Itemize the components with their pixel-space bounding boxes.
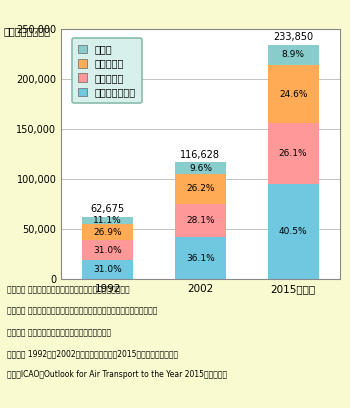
Text: 24.6%: 24.6%	[279, 90, 307, 99]
Text: 26.1%: 26.1%	[279, 149, 307, 158]
Bar	[82, 224, 133, 240]
Bar	[268, 65, 318, 123]
Bar	[82, 260, 133, 279]
Bar	[175, 174, 226, 204]
Bar	[175, 162, 226, 174]
Text: 36.1%: 36.1%	[186, 254, 215, 263]
Bar	[268, 44, 318, 65]
Text: 116,628: 116,628	[180, 150, 220, 160]
Text: 233,850: 233,850	[273, 32, 313, 42]
Bar	[175, 204, 226, 237]
Text: 東）、オセアニア、太平洋諸国を含む。: 東）、オセアニア、太平洋諸国を含む。	[7, 328, 111, 337]
Bar	[268, 184, 318, 279]
Text: 資料）ICAO『Outlook for Air Transport to the Year 2015』より作成: 資料）ICAO『Outlook for Air Transport to the…	[7, 370, 227, 379]
Bar	[175, 237, 226, 279]
Bar	[82, 217, 133, 224]
Text: （百万トンキロ）: （百万トンキロ）	[4, 27, 50, 37]
Bar	[82, 240, 133, 260]
Text: 62,675: 62,675	[91, 204, 125, 214]
Text: 31.0%: 31.0%	[93, 246, 122, 255]
Bar	[268, 123, 318, 184]
Text: 40.5%: 40.5%	[279, 227, 307, 237]
Text: 9.6%: 9.6%	[189, 164, 212, 173]
Text: 28.1%: 28.1%	[186, 216, 215, 225]
Text: 26.9%: 26.9%	[93, 228, 122, 237]
Text: （注）１ 各地域の国に登録する航空会社の輸送量である。: （注）１ 各地域の国に登録する航空会社の輸送量である。	[7, 286, 130, 295]
Text: 8.9%: 8.9%	[282, 51, 304, 60]
Text: ３ 1992年と2002年は確定値である。2015年は予測値である。: ３ 1992年と2002年は確定値である。2015年は予測値である。	[7, 349, 178, 358]
Legend: その他, 北アメリカ, ヨーロッパ, アジア・太平洋: その他, 北アメリカ, ヨーロッパ, アジア・太平洋	[72, 38, 142, 103]
Text: ２ アジア・太平洋とは東アジア諸国・地域、南アジア（インド以: ２ アジア・太平洋とは東アジア諸国・地域、南アジア（インド以	[7, 307, 158, 316]
Text: 26.2%: 26.2%	[186, 184, 215, 193]
Text: 31.0%: 31.0%	[93, 265, 122, 274]
Text: 11.1%: 11.1%	[93, 215, 122, 224]
